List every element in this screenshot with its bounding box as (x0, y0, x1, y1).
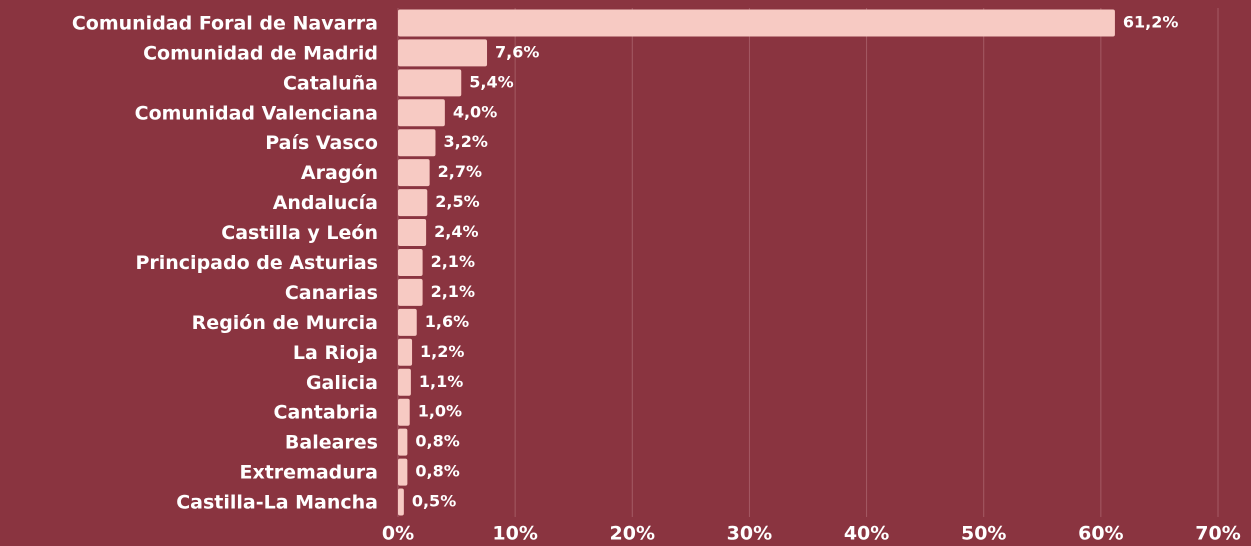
value-label: 61,2% (1123, 12, 1179, 31)
y-tick-label: Cataluña (283, 72, 378, 94)
y-tick-label: Castilla y León (221, 222, 378, 244)
x-tick-label: 40% (844, 523, 889, 545)
y-tick-label: Comunidad de Madrid (143, 42, 378, 64)
value-label: 1,6% (425, 312, 469, 331)
bar (398, 159, 430, 187)
x-tick-label: 20% (610, 523, 655, 545)
y-tick-label: Principado de Asturias (135, 252, 378, 274)
value-label: 2,4% (434, 222, 478, 241)
y-tick-label: Galicia (306, 372, 378, 394)
x-tick-label: 0% (382, 523, 414, 545)
y-tick-label: Extremadura (239, 462, 378, 484)
bar (398, 368, 411, 396)
bar (398, 458, 408, 486)
value-label: 5,4% (469, 72, 513, 91)
y-tick-label: Cantabria (274, 402, 379, 424)
value-label: 0,8% (415, 462, 459, 481)
value-label: 4,0% (453, 102, 497, 121)
value-label: 0,5% (412, 492, 456, 511)
x-tick-label: 70% (1195, 523, 1240, 545)
value-label: 1,0% (418, 402, 462, 421)
bar (398, 398, 410, 426)
bar (398, 69, 462, 97)
bar (398, 278, 423, 306)
bar (398, 189, 428, 217)
value-label: 3,2% (443, 132, 487, 151)
bar (398, 219, 427, 247)
bar (398, 308, 417, 336)
y-tick-label: Región de Murcia (192, 312, 378, 334)
y-tick-label: Castilla-La Mancha (176, 492, 378, 514)
y-tick-label: País Vasco (265, 132, 378, 154)
value-label: 2,1% (431, 282, 475, 301)
bar (398, 99, 445, 127)
x-tick-label: 10% (492, 523, 537, 545)
bar (398, 428, 408, 456)
y-tick-label: La Rioja (293, 342, 378, 364)
value-label: 2,5% (435, 192, 479, 211)
value-label: 1,1% (419, 372, 463, 391)
value-label: 1,2% (420, 342, 464, 361)
value-label: 7,6% (495, 42, 539, 61)
bar (398, 338, 413, 366)
bar (398, 488, 404, 516)
bar (398, 39, 488, 67)
y-tick-label: Andalucía (273, 192, 378, 214)
bar (398, 9, 1115, 37)
y-tick-label: Baleares (285, 432, 378, 454)
bar (398, 129, 436, 157)
y-tick-label: Canarias (285, 282, 378, 304)
x-tick-label: 50% (961, 523, 1006, 545)
x-tick-label: 30% (727, 523, 772, 545)
value-label: 0,8% (415, 432, 459, 451)
y-tick-label: Comunidad Valenciana (135, 102, 378, 124)
value-label: 2,7% (438, 162, 482, 181)
bar (398, 248, 423, 276)
y-tick-label: Comunidad Foral de Navarra (72, 12, 378, 34)
y-tick-label: Aragón (301, 162, 378, 184)
value-label: 2,1% (431, 252, 475, 271)
x-tick-label: 60% (1078, 523, 1123, 545)
